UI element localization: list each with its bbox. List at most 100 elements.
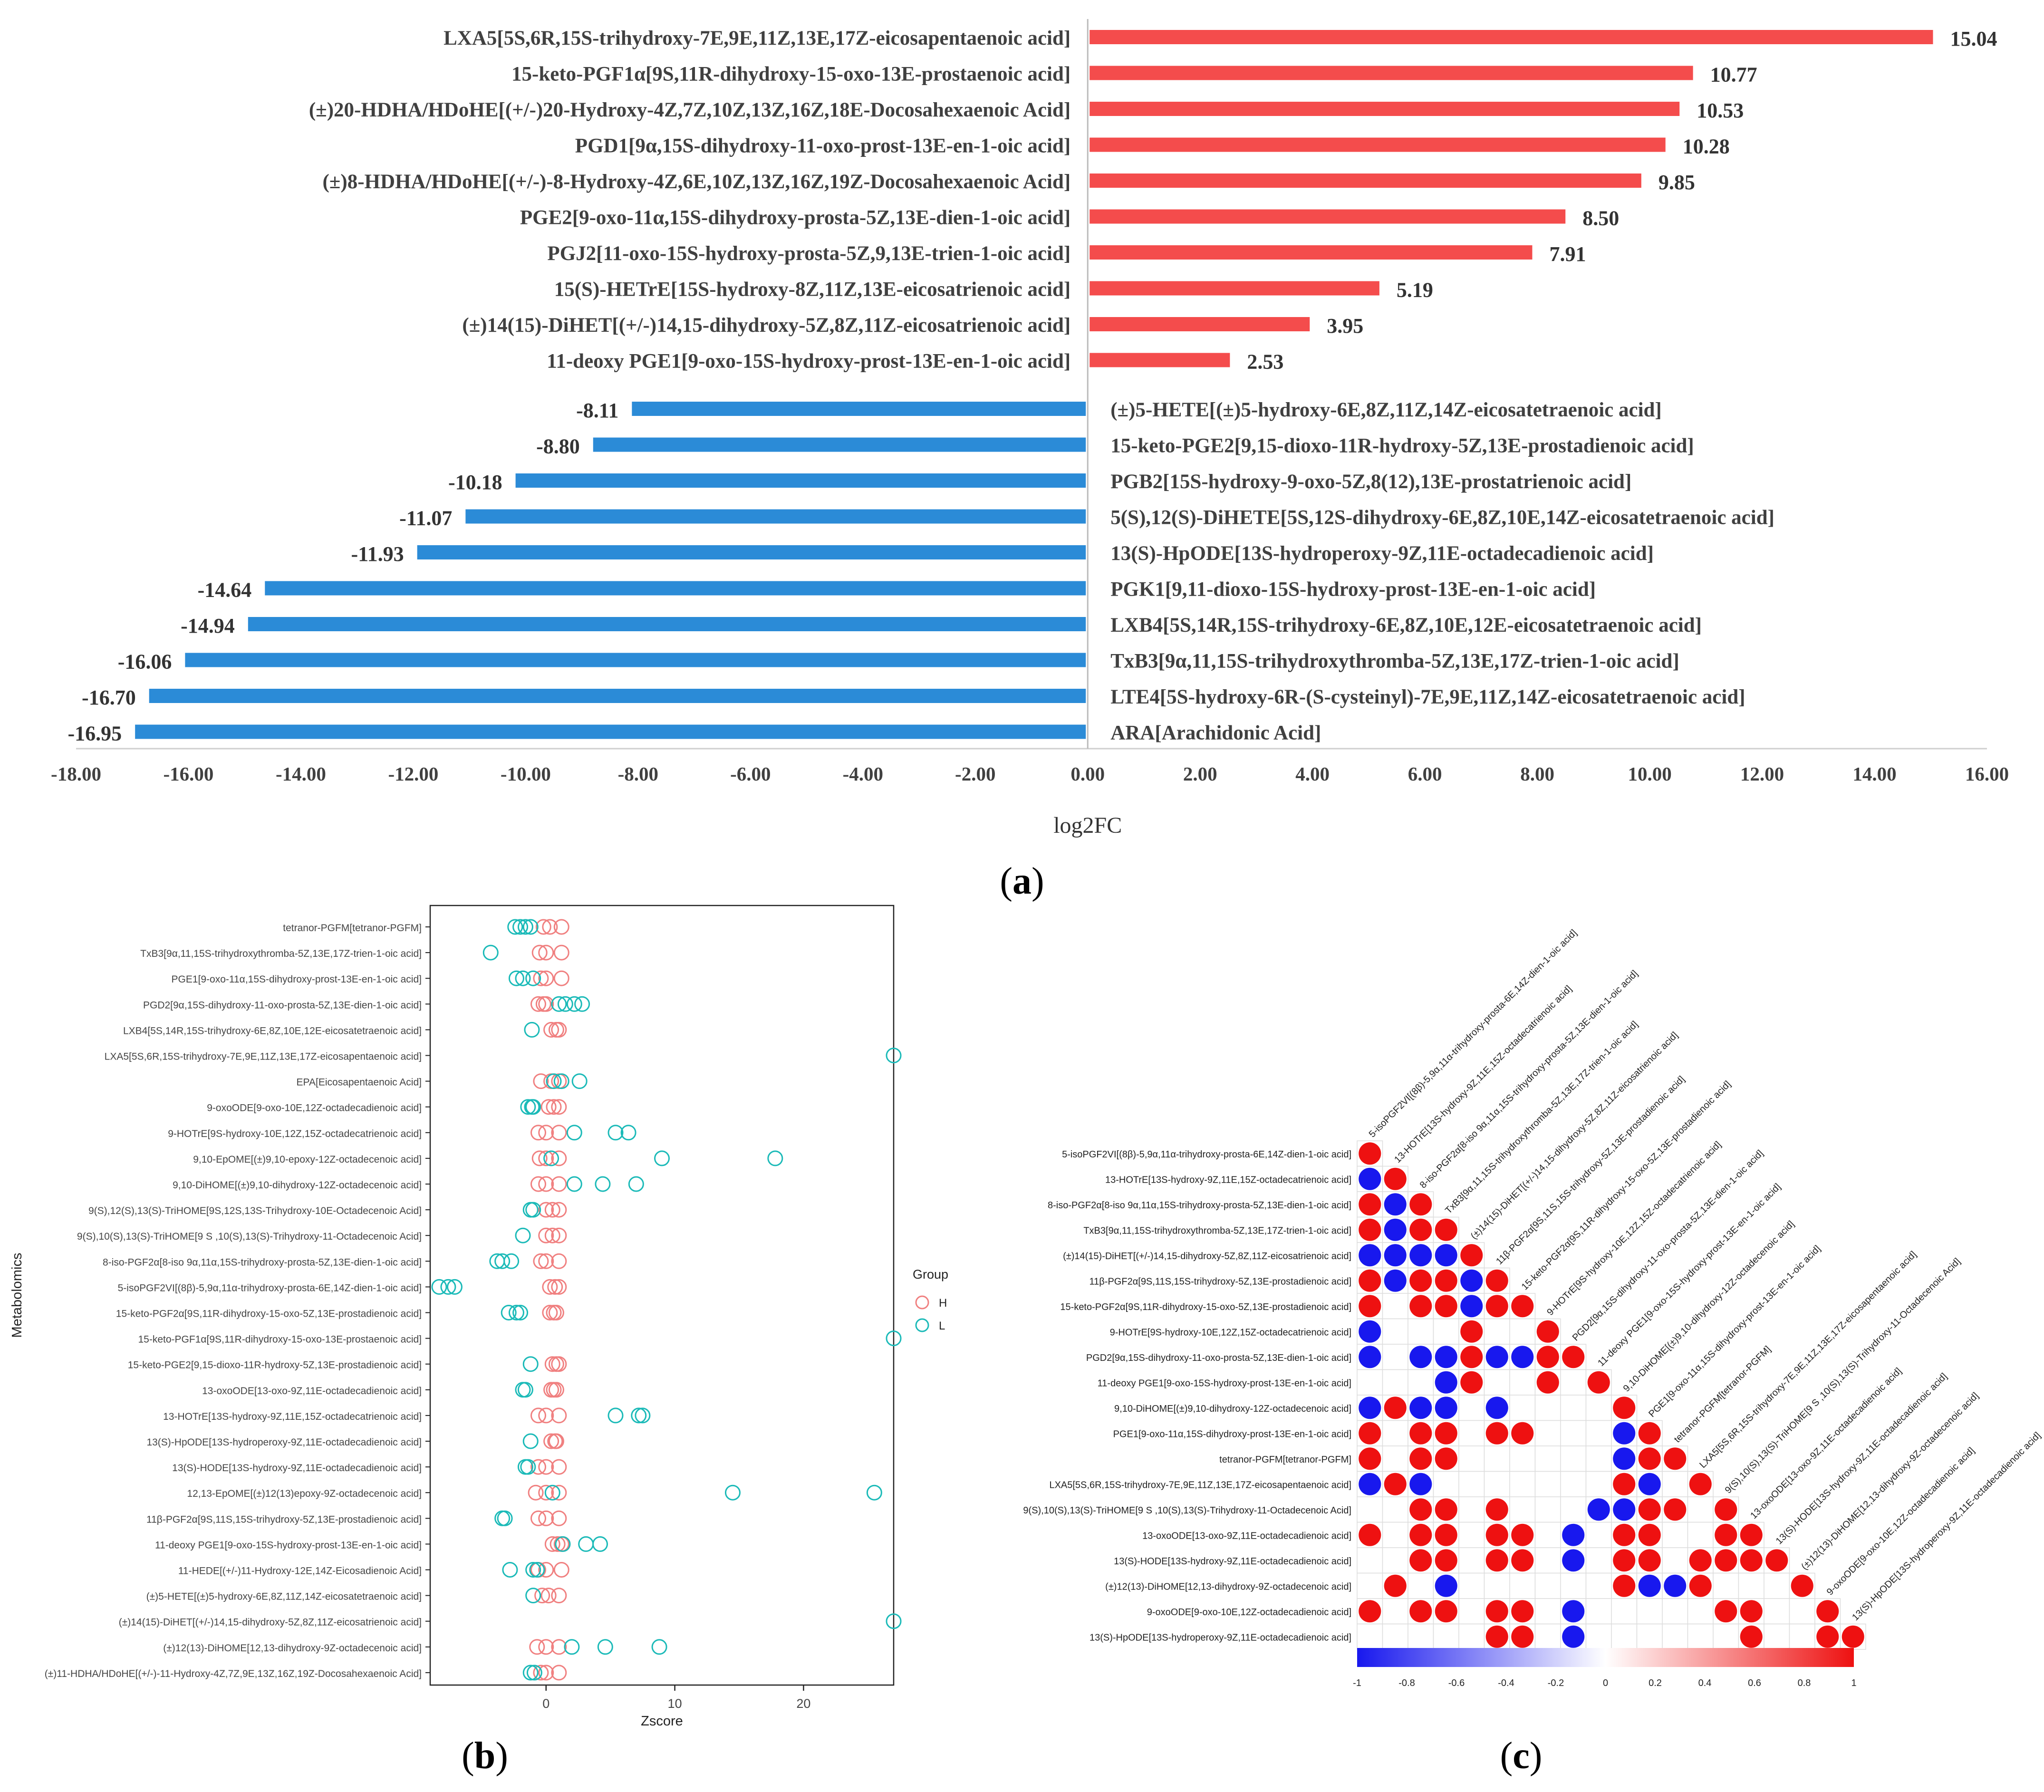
positive-correlation-dot — [1536, 1346, 1559, 1368]
category-label: 5(S),12(S)-DiHETE[5S,12S-dihydroxy-6E,8Z… — [1110, 507, 1774, 529]
x-tick-label: 10.00 — [1628, 763, 1671, 785]
category-label: TxB3[9α,11,15S-trihydroxythromba-5Z,13E,… — [1110, 650, 1679, 673]
category-label: 11-deoxy PGE1[9-oxo-15S-hydroxy-prost-13… — [155, 1540, 422, 1551]
colorbar-tick-label: 1 — [1851, 1678, 1856, 1688]
data-point-l — [524, 1021, 540, 1038]
row-label: 9-HOTrE[9S-hydroxy-10E,12Z,15Z-octadecat… — [1110, 1327, 1351, 1338]
row-label: (±)12(13)-DiHOME[12,13-dihydroxy-9Z-octa… — [1105, 1581, 1351, 1592]
panel-b-caption-open: ( — [462, 1735, 474, 1777]
positive-correlation-dot — [1715, 1498, 1737, 1521]
panel-b-caption-letter: b — [474, 1735, 496, 1777]
category-label: PGE1[9-oxo-11α,15S-dihydroxy-prost-13E-e… — [172, 974, 422, 985]
positive-correlation-dot — [1816, 1600, 1839, 1623]
positive-correlation-dot — [1409, 1498, 1432, 1521]
column-label: PGE1[9-oxo-11α,15S-dihydroxy-prost-13E-e… — [1647, 1243, 1822, 1419]
positive-correlation-dot — [1765, 1549, 1788, 1572]
positive-correlation-dot — [1435, 1549, 1457, 1572]
data-point-l — [595, 1176, 611, 1192]
positive-correlation-dot — [1359, 1193, 1381, 1216]
data-point-l — [507, 919, 523, 935]
heatmap-cell — [1458, 1395, 1485, 1421]
heatmap-cell — [1560, 1471, 1587, 1497]
heatmap-cell — [1585, 1445, 1612, 1472]
panel-b-caption-close: ) — [495, 1735, 508, 1777]
heatmap-cell — [1534, 1496, 1561, 1523]
data-point-h — [551, 1150, 567, 1166]
positive-correlation-dot — [1359, 1600, 1381, 1623]
bar-value-label: -14.94 — [181, 614, 235, 637]
data-point-l — [522, 1356, 539, 1372]
category-label: 13(S)-HODE[13S-hydroxy-9Z,11E-octadecadi… — [172, 1463, 422, 1474]
data-point-h — [551, 1356, 567, 1372]
data-point-l — [607, 1407, 624, 1424]
positive-correlation-dot — [1485, 1422, 1508, 1445]
negative-correlation-dot — [1435, 1371, 1457, 1394]
positive-correlation-dot — [1638, 1422, 1661, 1445]
heatmap-cell — [1534, 1471, 1561, 1497]
data-point-l — [482, 944, 499, 961]
bar-value-label: -11.07 — [399, 507, 452, 530]
positive-correlation-dot — [1511, 1600, 1534, 1623]
data-point-l — [544, 1484, 560, 1501]
colorbar-tick-label: 0.6 — [1748, 1678, 1761, 1688]
category-label: 15-keto-PGF2α[9S,11R-dihydroxy-15-oxo-5Z… — [116, 1309, 422, 1320]
bar-value-label: 8.50 — [1582, 207, 1619, 230]
negative-correlation-dot — [1562, 1549, 1585, 1572]
heatmap-cell — [1357, 1547, 1383, 1574]
category-label: 9,10-EpOME[(±)9,10-epoxy-12Z-octadecenoi… — [193, 1154, 422, 1165]
category-label: (±)14(15)-DiHET[(+/-)14,15-dihydroxy-5Z,… — [462, 314, 1070, 337]
data-point-l — [525, 1588, 541, 1604]
data-point-h — [548, 1382, 564, 1398]
data-point-h — [530, 1407, 546, 1424]
bar — [1089, 30, 1933, 44]
row-label: 8-iso-PGF2α[8-iso 9α,11α,15S-trihydroxy-… — [1048, 1200, 1351, 1211]
x-tick-label: 8.00 — [1520, 763, 1554, 785]
positive-correlation-dot — [1664, 1447, 1687, 1470]
data-point-l — [574, 996, 590, 1012]
data-point-h — [544, 1356, 560, 1372]
category-label: 9-oxoODE[9-oxo-10E,12Z-octadecadienoic a… — [207, 1103, 422, 1114]
bar — [1089, 102, 1680, 116]
positive-correlation-dot — [1562, 1346, 1585, 1368]
data-point-h — [529, 1639, 545, 1655]
positive-correlation-dot — [1409, 1600, 1432, 1623]
data-point-h — [538, 1253, 554, 1269]
x-tick-label: -2.00 — [955, 763, 995, 785]
heatmap-cell — [1560, 1369, 1587, 1396]
heatmap-cell — [1509, 1318, 1536, 1345]
y-axis-title: Metabolomics — [10, 1253, 25, 1338]
column-label: 13-HOTrE[13S-hydroxy-9Z,11E,15Z-octadeca… — [1392, 983, 1574, 1165]
heatmap-cell — [1560, 1420, 1587, 1446]
bar-value-label: -11.93 — [351, 542, 404, 566]
column-label: 11β-PGF2α[9S,11S,15S-trihydroxy-5Z,13E-p… — [1494, 1074, 1687, 1267]
data-point-h — [551, 1253, 567, 1269]
data-point-h — [547, 1279, 563, 1295]
negative-correlation-dot — [1384, 1193, 1407, 1216]
plot-frame — [429, 905, 895, 1686]
row-label: 15-keto-PGF2α[9S,11R-dihydroxy-15-oxo-5Z… — [1060, 1302, 1351, 1312]
data-point-h — [542, 919, 558, 935]
data-point-l — [515, 1227, 531, 1243]
category-label: ARA[Arachidonic Acid] — [1110, 722, 1321, 744]
positive-correlation-dot — [1485, 1269, 1508, 1292]
positive-correlation-dot — [1842, 1625, 1864, 1648]
category-label: EPA[Eicosapentaenoic Acid] — [297, 1077, 422, 1088]
category-label: (±)8-HDHA/HDoHE[(+/-)-8-Hydroxy-4Z,6E,10… — [322, 171, 1070, 193]
legend-marker — [915, 1295, 929, 1310]
row-label: LXA5[5S,6R,15S-trihydroxy-7E,9E,11Z,13E,… — [1049, 1480, 1351, 1490]
data-point-h — [538, 1484, 554, 1501]
positive-correlation-dot — [1384, 1574, 1407, 1597]
category-label: 13(S)-HpODE[13S-hydroperoxy-9Z,11E-octad… — [146, 1437, 422, 1448]
column-label: 9,10-DiHOME[(±)9,10-dihydroxy-12Z-octade… — [1621, 1219, 1796, 1394]
panel-c-caption: (c) — [1500, 1735, 1543, 1777]
positive-correlation-dot — [1460, 1371, 1483, 1394]
data-point-l — [564, 1639, 580, 1655]
data-point-l — [522, 1665, 539, 1681]
colorbar-tick-label: -0.6 — [1448, 1678, 1465, 1688]
bar — [1089, 281, 1379, 296]
heatmap-cell — [1662, 1547, 1688, 1574]
negative-correlation-dot — [1460, 1269, 1483, 1292]
column-label: 9-HOTrE[9S-hydroxy-10E,12Z,15Z-octadecat… — [1545, 1139, 1723, 1318]
heatmap-cell — [1789, 1598, 1815, 1625]
